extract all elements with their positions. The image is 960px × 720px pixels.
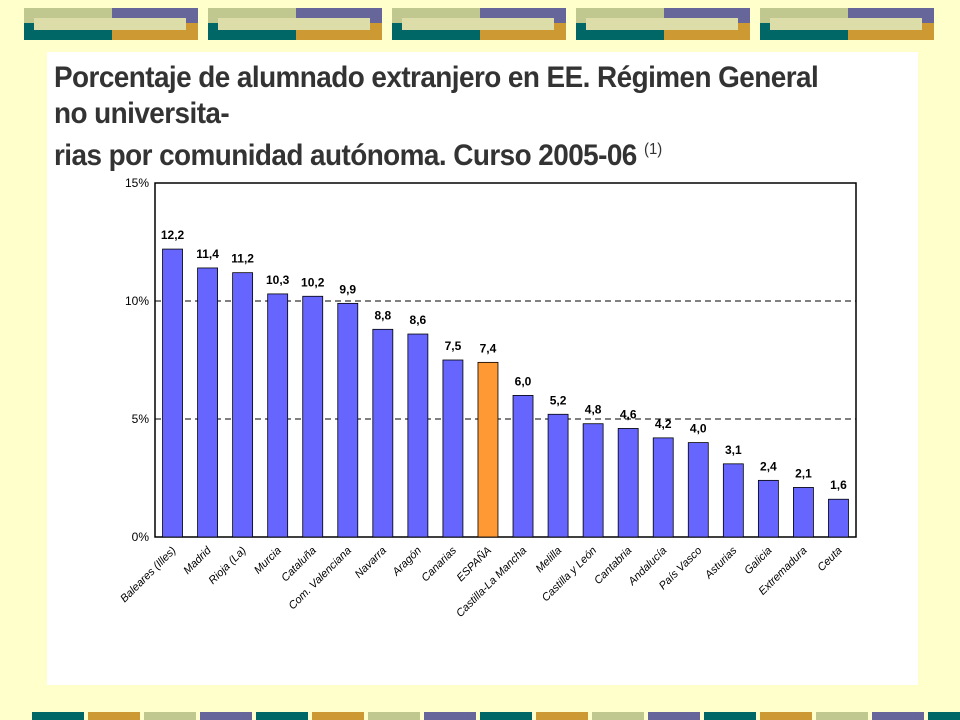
- deco-top-block: [770, 18, 922, 30]
- data-label: 7,4: [480, 341, 497, 355]
- bar: [722, 463, 744, 538]
- data-label: 4,8: [585, 403, 602, 417]
- data-label: 12,2: [161, 228, 185, 242]
- data-label: 8,8: [374, 308, 391, 322]
- deco-top-block: [402, 18, 554, 30]
- category-label: Rioja (La): [207, 544, 249, 586]
- deco-bottom-block: [760, 712, 812, 720]
- bottom-decoration-strip: [32, 712, 960, 720]
- data-label: 4,6: [620, 407, 637, 421]
- bar: [407, 333, 429, 538]
- category-label: Ceuta: [815, 545, 844, 574]
- category-label: Navarra: [353, 545, 389, 581]
- category-label: Madrid: [181, 544, 214, 577]
- data-label: 1,6: [830, 478, 847, 492]
- deco-bottom-block: [368, 712, 420, 720]
- deco-bottom-block: [816, 712, 868, 720]
- deco-bottom-block: [200, 712, 252, 720]
- bar: [582, 423, 604, 538]
- bar: [197, 267, 218, 538]
- data-label: 2,1: [795, 466, 812, 480]
- deco-bottom-block: [872, 712, 924, 720]
- category-label: Asturias: [702, 544, 740, 582]
- bar: [232, 272, 254, 538]
- data-label: 4,2: [655, 417, 672, 431]
- category-label: Murcia: [252, 545, 284, 577]
- y-tick-label: 5%: [132, 412, 150, 426]
- bar: [757, 479, 779, 538]
- title-line-2: rias por comunidad autónoma. Curso 2005-…: [54, 132, 854, 174]
- bar: [162, 248, 183, 538]
- data-label: 10,2: [301, 275, 325, 289]
- category-label: Castilla-La Mancha: [454, 545, 529, 620]
- deco-bottom-block: [536, 712, 588, 720]
- bar: [442, 359, 464, 538]
- bar: [337, 302, 359, 538]
- category-label: Baleares (Illes): [118, 544, 179, 605]
- bar: [793, 487, 814, 538]
- deco-bottom-block: [648, 712, 700, 720]
- bar: [547, 413, 569, 538]
- title-line-2-text: rias por comunidad autónoma. Curso 2005-…: [54, 139, 637, 172]
- category-label: Canarias: [419, 544, 459, 584]
- data-label: 4,0: [690, 422, 707, 436]
- chart-panel: Porcentaje de alumnado extranjero en EE.…: [47, 52, 918, 685]
- deco-bottom-block: [592, 712, 644, 720]
- deco-bottom-block: [480, 712, 532, 720]
- deco-top-block: [34, 18, 186, 30]
- y-tick-label: 0%: [132, 530, 150, 544]
- category-label: Aragón: [390, 545, 424, 579]
- data-label: 11,2: [231, 252, 254, 266]
- deco-bottom-block: [32, 712, 84, 720]
- plot-area: [154, 182, 857, 538]
- data-label: 2,4: [760, 459, 777, 473]
- deco-bottom-block: [928, 712, 960, 720]
- bar: [687, 442, 709, 538]
- category-label: Com. Valenciana: [286, 545, 353, 612]
- data-label: 9,9: [339, 282, 356, 296]
- bar: [828, 498, 849, 538]
- bar: [372, 328, 394, 538]
- data-label: 8,6: [410, 313, 427, 327]
- bar: [302, 295, 324, 538]
- data-label: 10,3: [266, 273, 290, 287]
- bar: [652, 437, 674, 538]
- bar-chart: 0% 5% 10% 15% 12,2 Baleares (Illes) 11,4 Madrid…: [118, 176, 857, 620]
- data-label: 6,0: [515, 374, 532, 388]
- bar: [617, 428, 639, 538]
- y-tick-label: 10%: [125, 294, 149, 308]
- data-label: 3,1: [725, 443, 742, 457]
- bar: [477, 361, 499, 538]
- bar: [267, 293, 289, 538]
- chart-title: Porcentaje de alumnado extranjero en EE.…: [54, 60, 854, 174]
- deco-bottom-block: [88, 712, 140, 720]
- deco-bottom-block: [704, 712, 756, 720]
- deco-bottom-block: [312, 712, 364, 720]
- bar: [512, 394, 534, 538]
- deco-bottom-block: [424, 712, 476, 720]
- data-label: 11,4: [196, 247, 219, 261]
- data-label: 5,2: [550, 393, 567, 407]
- category-label: Melilla: [534, 545, 565, 576]
- category-label: Galicia: [742, 545, 774, 577]
- top-decoration-strip: [24, 8, 934, 40]
- data-label: 7,5: [445, 339, 462, 353]
- deco-bottom-block: [256, 712, 308, 720]
- deco-top-block: [586, 18, 738, 30]
- deco-bottom-block: [144, 712, 196, 720]
- title-footnote: (1): [643, 141, 663, 158]
- title-line-1: Porcentaje de alumnado extranjero en EE.…: [54, 61, 819, 130]
- y-tick-label: 15%: [125, 176, 149, 190]
- deco-top-block: [218, 18, 370, 30]
